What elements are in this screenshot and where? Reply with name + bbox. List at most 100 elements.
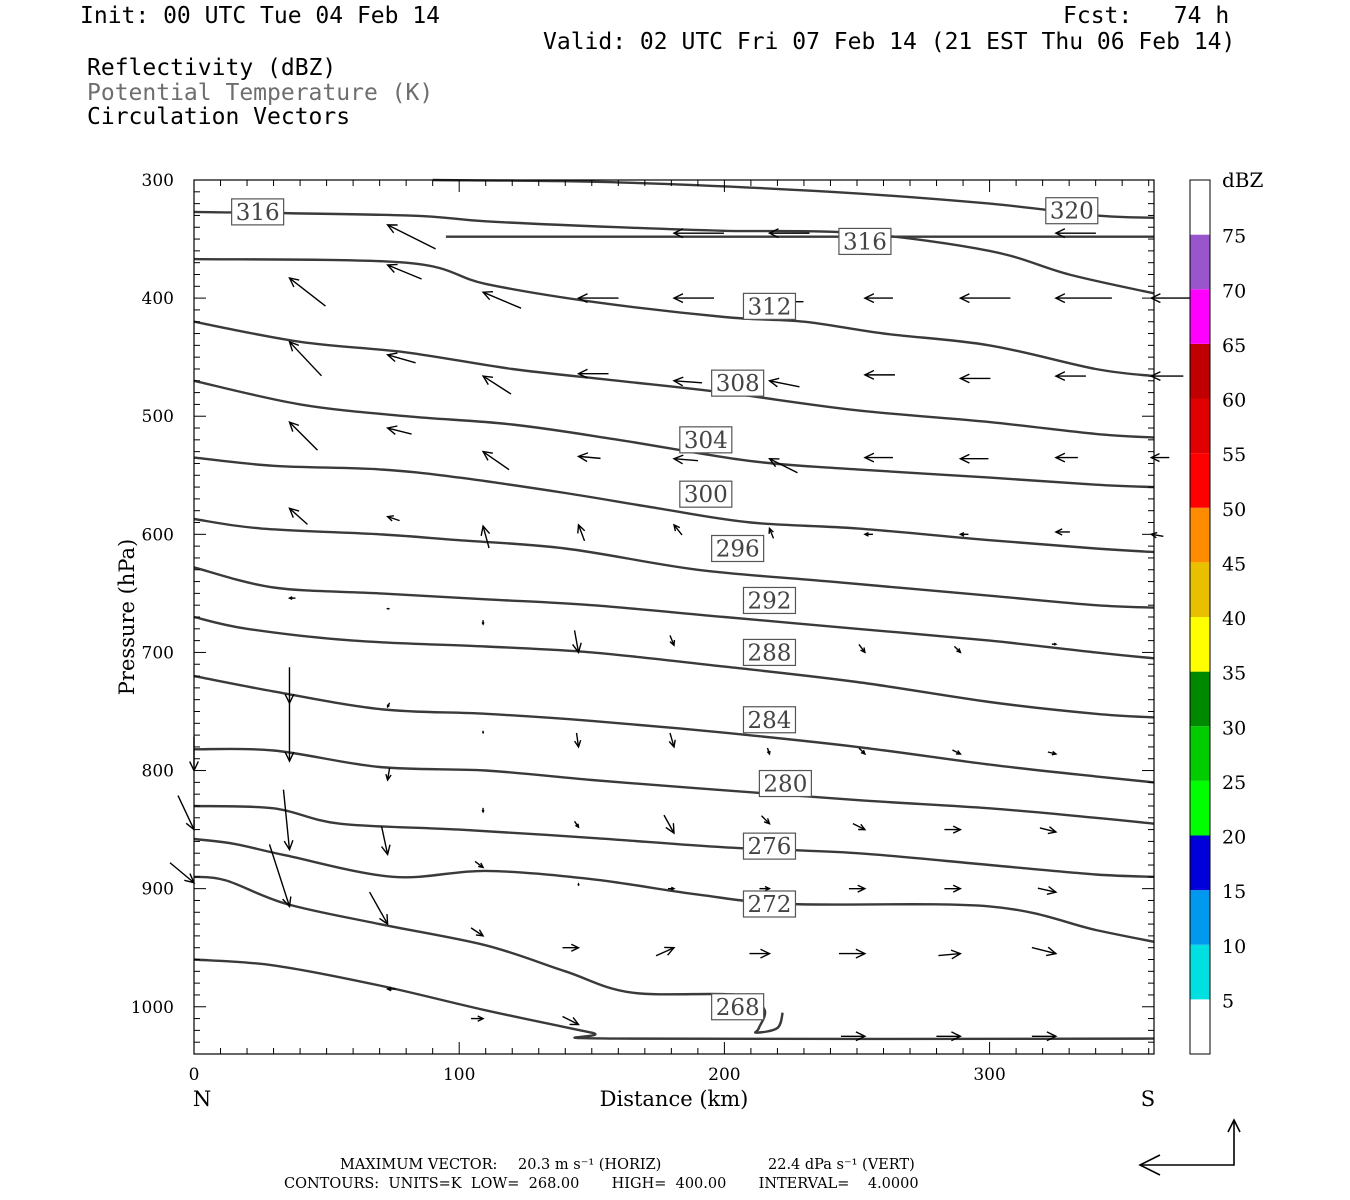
colorbar-segment	[1190, 999, 1210, 1054]
circulation-vector	[1054, 452, 1078, 463]
vector-head	[1051, 750, 1058, 756]
circulation-vector	[863, 452, 893, 463]
circulation-vector	[282, 789, 294, 852]
contour-label-288: 288	[748, 640, 792, 666]
contour-label-box	[742, 890, 797, 918]
vector-shaft	[387, 354, 416, 364]
field-circulation-vectors: Circulation Vectors	[87, 104, 351, 130]
circulation-vector	[759, 885, 772, 892]
circulation-vector	[936, 1031, 963, 1042]
vector-head	[1045, 946, 1058, 957]
vector-head	[386, 263, 398, 273]
circulation-vector	[288, 420, 318, 451]
circulation-vector	[288, 507, 308, 525]
circulation-vector	[474, 860, 485, 869]
colorbar-segment	[1190, 398, 1210, 454]
vector-head	[860, 647, 866, 654]
circulation-vector	[385, 767, 392, 782]
x-axis-right-end: S	[1141, 1087, 1155, 1111]
vector-head	[956, 648, 962, 654]
vector-head	[670, 886, 676, 891]
contour-label-300: 300	[684, 482, 728, 508]
theta-contour-284	[193, 747, 1155, 825]
vector-shaft	[575, 732, 580, 748]
vector-head	[481, 450, 494, 461]
colorbar-segment	[1190, 617, 1210, 672]
circulation-vector	[572, 630, 582, 654]
colorbar-segment	[1190, 780, 1210, 836]
vector-head	[481, 375, 494, 385]
vector-head	[283, 840, 294, 852]
theta-contour-268	[193, 958, 1155, 1041]
circulation-vector	[574, 732, 582, 749]
vector-head	[576, 452, 589, 463]
circulation-vector	[562, 1015, 580, 1026]
contour-label-304: 304	[684, 428, 728, 454]
contour-label-box	[711, 534, 765, 563]
circulation-vector	[1037, 885, 1058, 895]
circulation-vector	[944, 825, 963, 834]
theta-contour-308	[193, 379, 1155, 489]
contour-label-box	[231, 198, 285, 226]
theta-contour-300	[193, 517, 1155, 609]
circulation-vector	[1054, 528, 1070, 536]
vector-head	[858, 823, 867, 831]
vector-shaft	[368, 891, 389, 925]
circulation-vector	[380, 826, 391, 856]
vector-head	[481, 621, 485, 626]
circulation-vector	[576, 368, 609, 379]
colorbar-label: 25	[1222, 772, 1246, 794]
vector-shaft	[482, 451, 510, 471]
vector-shaft	[578, 455, 601, 460]
circulation-vector	[838, 948, 867, 959]
vector-shaft	[760, 815, 770, 825]
circulation-vector	[858, 644, 866, 654]
vector-head	[669, 639, 676, 647]
colorbar-label: 30	[1222, 717, 1246, 739]
colorbar-label: 70	[1222, 280, 1246, 302]
vector-shaft	[482, 525, 490, 549]
vector-shaft	[852, 822, 866, 831]
init-time: Init: 00 UTC Tue 04 Feb 14	[80, 3, 441, 29]
vector-head	[955, 750, 962, 755]
colorbar-label: 65	[1222, 335, 1246, 357]
vector-shaft	[577, 524, 586, 542]
contour-label-292: 292	[748, 588, 792, 614]
vector-head	[958, 373, 970, 384]
vector-head	[282, 896, 292, 908]
circulation-vector	[288, 277, 326, 307]
vector-shaft	[663, 814, 675, 834]
colorbar-segment	[1190, 507, 1210, 563]
vector-head	[386, 224, 398, 234]
vector-head	[1054, 528, 1063, 536]
circulation-vector	[766, 747, 771, 756]
vector-head	[952, 825, 963, 834]
vector-shaft	[769, 380, 800, 388]
y-tick-label: 1000	[131, 998, 174, 1018]
circulation-vector	[958, 373, 991, 384]
vector-head	[475, 929, 485, 937]
vector-head	[1149, 452, 1160, 463]
vector-head	[380, 844, 391, 856]
contour-label-272: 272	[748, 892, 792, 918]
vector-head	[863, 531, 869, 537]
vector-shaft	[482, 291, 522, 309]
vector-head	[863, 293, 875, 304]
vector-head	[478, 862, 485, 869]
colorbar-segment	[1190, 890, 1210, 945]
theta-contour-316	[193, 257, 1155, 378]
circulation-vector	[840, 1031, 867, 1042]
circulation-vector	[577, 523, 586, 542]
vector-head	[386, 425, 398, 435]
field-potential-temperature: Potential Temperature (K)	[87, 80, 434, 106]
vector-shaft	[387, 264, 422, 280]
vector-shaft	[669, 732, 675, 748]
vector-head	[385, 774, 392, 782]
theta-contour-320	[193, 210, 1155, 295]
reference-vector-icon	[1138, 1118, 1241, 1176]
colorbar-segment	[1190, 343, 1210, 399]
contour-label-308: 308	[716, 371, 760, 397]
theta-contour-292	[193, 615, 1155, 719]
y-tick-label: 900	[142, 880, 174, 900]
